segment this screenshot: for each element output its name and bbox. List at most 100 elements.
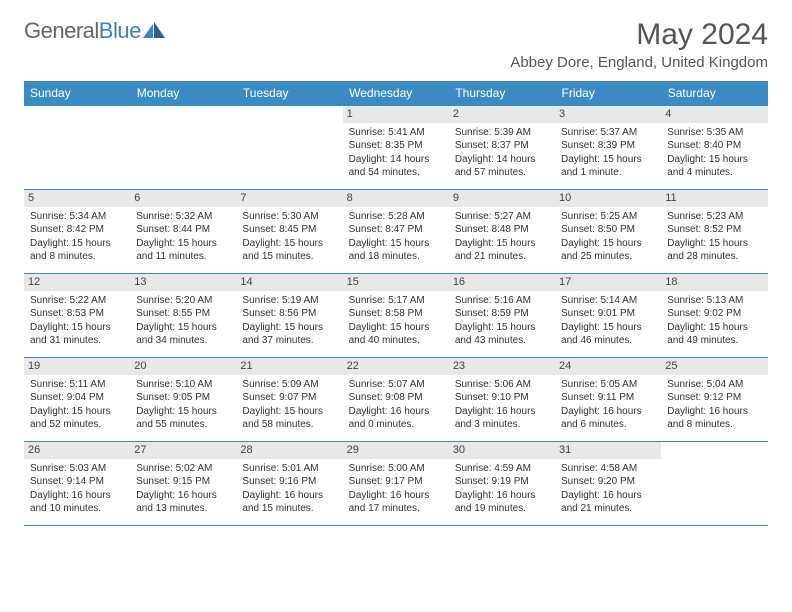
calendar-cell: 25 Sunrise: 5:04 AMSunset: 9:12 PMDayligh… bbox=[661, 358, 767, 442]
calendar-cell: 17Sunrise: 5:14 AMSunset: 9:01 PMDayligh… bbox=[555, 274, 661, 358]
day-header: Saturday bbox=[661, 81, 767, 106]
calendar-cell: 11Sunrise: 5:23 AMSunset: 8:52 PMDayligh… bbox=[661, 190, 767, 274]
brand-text-2: Blue bbox=[99, 18, 141, 44]
calendar-body: 1 Sunrise: 5:41 AMSunset: 8:35 PMDaylight… bbox=[24, 106, 768, 526]
calendar-cell: 24Sunrise: 5:05 AMSunset: 9:11 PMDayligh… bbox=[555, 358, 661, 442]
day-number: 5 bbox=[24, 190, 130, 207]
day-details: Sunrise: 5:00 AMSunset: 9:17 PMDaylight:… bbox=[349, 462, 443, 516]
calendar-cell: 12 Sunrise: 5:22 AMSunset: 8:53 PMDayligh… bbox=[24, 274, 130, 358]
month-year-title: May 2024 bbox=[510, 18, 768, 52]
calendar-cell: 4Sunrise: 5:35 AMSunset: 8:40 PMDaylight… bbox=[661, 106, 767, 190]
calendar-cell: 22 Sunrise: 5:07 AMSunset: 9:08 PMDayligh… bbox=[343, 358, 449, 442]
calendar-cell: 3Sunrise: 5:37 AMSunset: 8:39 PMDaylight… bbox=[555, 106, 661, 190]
day-details: Sunrise: 5:06 AMSunset: 9:10 PMDaylight:… bbox=[455, 378, 549, 432]
day-details: Sunrise: 5:41 AMSunset: 8:35 PMDaylight:… bbox=[349, 126, 443, 180]
brand-sail-icon bbox=[143, 22, 165, 38]
day-details: Sunrise: 5:30 AMSunset: 8:45 PMDaylight:… bbox=[242, 210, 336, 264]
calendar-row: 12 Sunrise: 5:22 AMSunset: 8:53 PMDayligh… bbox=[24, 274, 768, 358]
calendar-cell: 14 Sunrise: 5:19 AMSunset: 8:56 PMDayligh… bbox=[236, 274, 342, 358]
calendar-cell: 8 Sunrise: 5:28 AMSunset: 8:47 PMDaylight… bbox=[343, 190, 449, 274]
day-details: Sunrise: 5:20 AMSunset: 8:55 PMDaylight:… bbox=[136, 294, 230, 348]
calendar-cell: 7 Sunrise: 5:30 AMSunset: 8:45 PMDaylight… bbox=[236, 190, 342, 274]
day-number: 23 bbox=[449, 358, 555, 375]
day-number: 21 bbox=[236, 358, 342, 375]
day-details: Sunrise: 5:01 AMSunset: 9:16 PMDaylight:… bbox=[242, 462, 336, 516]
day-number: 31 bbox=[555, 442, 661, 459]
day-number: 17 bbox=[555, 274, 661, 291]
calendar-cell: 5Sunrise: 5:34 AMSunset: 8:42 PMDaylight… bbox=[24, 190, 130, 274]
day-details: Sunrise: 5:27 AMSunset: 8:48 PMDaylight:… bbox=[455, 210, 549, 264]
day-number: 8 bbox=[343, 190, 449, 207]
day-number: 13 bbox=[130, 274, 236, 291]
day-number: 7 bbox=[236, 190, 342, 207]
calendar-row: 19Sunrise: 5:11 AMSunset: 9:04 PMDayligh… bbox=[24, 358, 768, 442]
day-header: Tuesday bbox=[236, 81, 342, 106]
day-details: Sunrise: 5:23 AMSunset: 8:52 PMDaylight:… bbox=[667, 210, 761, 264]
day-number: 15 bbox=[343, 274, 449, 291]
day-header: Sunday bbox=[24, 81, 130, 106]
day-number: 3 bbox=[555, 106, 661, 123]
calendar-cell: 27Sunrise: 5:02 AMSunset: 9:15 PMDayligh… bbox=[130, 442, 236, 526]
calendar-head: SundayMondayTuesdayWednesdayThursdayFrid… bbox=[24, 81, 768, 106]
day-number: 1 bbox=[343, 106, 449, 123]
day-number: 30 bbox=[449, 442, 555, 459]
day-number: 16 bbox=[449, 274, 555, 291]
calendar-cell: 10 Sunrise: 5:25 AMSunset: 8:50 PMDayligh… bbox=[555, 190, 661, 274]
location-subtitle: Abbey Dore, England, United Kingdom bbox=[510, 54, 768, 71]
page-header: GeneralBlue May 2024 Abbey Dore, England… bbox=[24, 18, 768, 71]
calendar-cell: 9Sunrise: 5:27 AMSunset: 8:48 PMDaylight… bbox=[449, 190, 555, 274]
title-block: May 2024 Abbey Dore, England, United Kin… bbox=[510, 18, 768, 71]
day-number: 22 bbox=[343, 358, 449, 375]
day-header: Thursday bbox=[449, 81, 555, 106]
calendar-table: SundayMondayTuesdayWednesdayThursdayFrid… bbox=[24, 81, 768, 526]
calendar-cell bbox=[130, 106, 236, 190]
day-number: 27 bbox=[130, 442, 236, 459]
day-details: Sunrise: 5:17 AMSunset: 8:58 PMDaylight:… bbox=[349, 294, 443, 348]
day-details: Sunrise: 5:05 AMSunset: 9:11 PMDaylight:… bbox=[561, 378, 655, 432]
day-number: 12 bbox=[24, 274, 130, 291]
day-number: 10 bbox=[555, 190, 661, 207]
calendar-cell bbox=[661, 442, 767, 526]
day-number: 26 bbox=[24, 442, 130, 459]
day-details: Sunrise: 5:25 AMSunset: 8:50 PMDaylight:… bbox=[561, 210, 655, 264]
calendar-cell: 19Sunrise: 5:11 AMSunset: 9:04 PMDayligh… bbox=[24, 358, 130, 442]
calendar-cell: 1 Sunrise: 5:41 AMSunset: 8:35 PMDaylight… bbox=[343, 106, 449, 190]
day-header: Friday bbox=[555, 81, 661, 106]
calendar-cell: 28Sunrise: 5:01 AMSunset: 9:16 PMDayligh… bbox=[236, 442, 342, 526]
day-details: Sunrise: 5:32 AMSunset: 8:44 PMDaylight:… bbox=[136, 210, 230, 264]
calendar-cell: 20 Sunrise: 5:10 AMSunset: 9:05 PMDayligh… bbox=[130, 358, 236, 442]
day-details: Sunrise: 4:59 AMSunset: 9:19 PMDaylight:… bbox=[455, 462, 549, 516]
day-details: Sunrise: 5:04 AMSunset: 9:12 PMDaylight:… bbox=[667, 378, 761, 432]
day-details: Sunrise: 5:16 AMSunset: 8:59 PMDaylight:… bbox=[455, 294, 549, 348]
day-number: 14 bbox=[236, 274, 342, 291]
calendar-cell: 15 Sunrise: 5:17 AMSunset: 8:58 PMDayligh… bbox=[343, 274, 449, 358]
calendar-cell: 18 Sunrise: 5:13 AMSunset: 9:02 PMDayligh… bbox=[661, 274, 767, 358]
calendar-row: 1 Sunrise: 5:41 AMSunset: 8:35 PMDaylight… bbox=[24, 106, 768, 190]
calendar-cell bbox=[24, 106, 130, 190]
calendar-cell: 30 Sunrise: 4:59 AMSunset: 9:19 PMDayligh… bbox=[449, 442, 555, 526]
day-header: Monday bbox=[130, 81, 236, 106]
calendar-cell: 26 Sunrise: 5:03 AMSunset: 9:14 PMDayligh… bbox=[24, 442, 130, 526]
calendar-cell: 23 Sunrise: 5:06 AMSunset: 9:10 PMDayligh… bbox=[449, 358, 555, 442]
day-details: Sunrise: 5:10 AMSunset: 9:05 PMDaylight:… bbox=[136, 378, 230, 432]
day-details: Sunrise: 5:13 AMSunset: 9:02 PMDaylight:… bbox=[667, 294, 761, 348]
calendar-cell: 16 Sunrise: 5:16 AMSunset: 8:59 PMDayligh… bbox=[449, 274, 555, 358]
day-number: 25 bbox=[661, 358, 767, 375]
calendar-cell: 31Sunrise: 4:58 AMSunset: 9:20 PMDayligh… bbox=[555, 442, 661, 526]
brand-text-1: General bbox=[24, 18, 99, 44]
day-number: 20 bbox=[130, 358, 236, 375]
day-details: Sunrise: 5:07 AMSunset: 9:08 PMDaylight:… bbox=[349, 378, 443, 432]
day-number: 18 bbox=[661, 274, 767, 291]
day-details: Sunrise: 5:22 AMSunset: 8:53 PMDaylight:… bbox=[30, 294, 124, 348]
calendar-cell: 13 Sunrise: 5:20 AMSunset: 8:55 PMDayligh… bbox=[130, 274, 236, 358]
day-details: Sunrise: 5:09 AMSunset: 9:07 PMDaylight:… bbox=[242, 378, 336, 432]
day-details: Sunrise: 5:19 AMSunset: 8:56 PMDaylight:… bbox=[242, 294, 336, 348]
brand-logo: GeneralBlue bbox=[24, 18, 165, 44]
day-details: Sunrise: 5:39 AMSunset: 8:37 PMDaylight:… bbox=[455, 126, 549, 180]
calendar-row: 5Sunrise: 5:34 AMSunset: 8:42 PMDaylight… bbox=[24, 190, 768, 274]
day-details: Sunrise: 5:11 AMSunset: 9:04 PMDaylight:… bbox=[30, 378, 124, 432]
day-details: Sunrise: 5:03 AMSunset: 9:14 PMDaylight:… bbox=[30, 462, 124, 516]
calendar-cell: 29Sunrise: 5:00 AMSunset: 9:17 PMDayligh… bbox=[343, 442, 449, 526]
day-details: Sunrise: 5:28 AMSunset: 8:47 PMDaylight:… bbox=[349, 210, 443, 264]
calendar-row: 26 Sunrise: 5:03 AMSunset: 9:14 PMDayligh… bbox=[24, 442, 768, 526]
